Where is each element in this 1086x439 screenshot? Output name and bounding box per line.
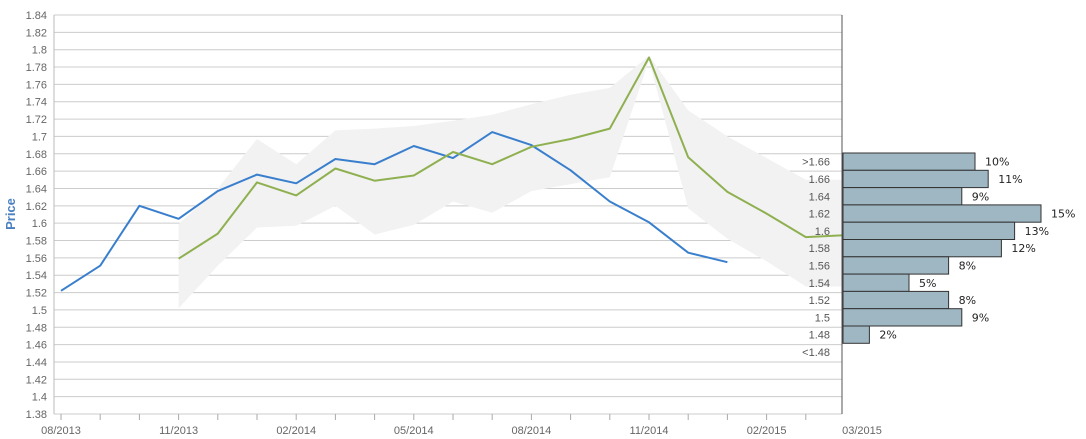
y-tick-label: 1.58 [26,236,47,248]
distribution-percent-label: 2% [879,329,896,342]
distribution-bar [842,256,950,275]
y-tick-label: 1.7 [32,131,47,143]
distribution-bar [842,308,963,327]
distribution-percent-label: 11% [998,173,1022,186]
y-tick-label: 1.38 [26,409,47,421]
series-lines [60,56,844,292]
distribution-percent-label: 12% [1011,242,1035,255]
distribution-bin-label: 1.64 [809,191,830,203]
forecast-band-area [178,55,844,309]
y-tick-label: 1.56 [26,253,47,265]
distribution-histogram: >1.66 10% 1.66 11% 1.64 9% 1.62 15% 1.6 13% 1.58 12… [802,152,1075,359]
y-tick-label: 1.5 [32,305,47,317]
y-tick-label: 1.46 [26,340,47,352]
y-tick-label: 1.74 [26,97,47,109]
y-tick-label: 1.52 [26,288,47,300]
y-tick-labels: 1.38 1.4 1.42 1.44 1.46 1.48 1.5 1.52 1.54 1.56 1.… [26,10,47,421]
distribution-percent-label: 9% [972,190,989,203]
axes [53,15,843,420]
y-tick-label: 1.82 [26,27,47,39]
distribution-percent-label: 8% [959,294,976,307]
distribution-percent-label: 13% [1025,225,1049,238]
y-tick-label: 1.72 [26,114,47,126]
y-tick-label: 1.62 [26,201,47,213]
x-tick-label: 08/2013 [41,425,81,437]
distribution-bin-label: >1.66 [802,157,830,169]
y-axis-label: Price [3,198,18,230]
distribution-percent-label: 10% [985,156,1009,169]
y-tick-label: 1.8 [32,45,47,57]
x-tick-label: 05/2014 [394,425,434,437]
distribution-bin-label: 1.66 [809,174,830,186]
y-tick-label: 1.64 [26,183,47,195]
actual-series-line [60,131,728,292]
distribution-percent-label: 15% [1051,208,1075,221]
y-tick-label: 1.4 [32,392,47,404]
distribution-bin-label: 1.5 [815,312,830,324]
distribution-percent-label: 9% [972,311,989,324]
distribution-bar [842,152,976,171]
y-tick-label: 1.76 [26,79,47,91]
x-tick-label: 03/2015 [842,425,882,437]
distribution-bin-label: 1.56 [809,260,830,272]
distribution-bar [842,169,989,189]
x-tick-label: 11/2013 [159,425,198,437]
distribution-bar [842,239,1002,258]
distribution-bin-label: 1.58 [809,243,830,255]
y-tick-label: 1.6 [32,218,47,230]
y-tick-label: 1.54 [26,270,47,282]
distribution-bar [842,204,1042,223]
x-tick-label: 08/2014 [512,425,552,437]
forecast-series-line [178,56,844,260]
y-tick-label: 1.84 [26,10,47,22]
x-tick-label: 02/2014 [276,425,316,437]
distribution-bin-label: 1.54 [809,278,830,290]
confidence-band [178,55,844,309]
distribution-bin-label: 1.62 [809,209,830,221]
distribution-bar [842,187,963,206]
distribution-percent-label: 5% [919,277,936,290]
distribution-bin-label: <1.48 [802,347,830,359]
distribution-bar [842,221,1016,240]
distribution-bar [842,325,870,344]
x-tick-label: 02/2015 [747,425,787,437]
y-tick-label: 1.44 [26,357,47,369]
distribution-bin-label: 1.48 [809,330,830,342]
y-tick-label: 1.68 [26,149,47,161]
distribution-percent-label: 8% [959,259,976,272]
distribution-bin-label: 1.6 [815,226,830,238]
y-tick-label: 1.78 [26,62,47,74]
y-tick-label: 1.48 [26,322,47,334]
y-tick-label: 1.42 [26,374,47,386]
distribution-bin-label: 1.52 [809,295,830,307]
distribution-bar [842,290,950,310]
y-tick-label: 1.66 [26,166,47,178]
distribution-bar [842,273,910,292]
x-tick-labels: 08/2013 11/2013 02/2014 05/2014 08/2014 11/20… [41,425,882,437]
x-tick-label: 11/2014 [630,425,669,437]
